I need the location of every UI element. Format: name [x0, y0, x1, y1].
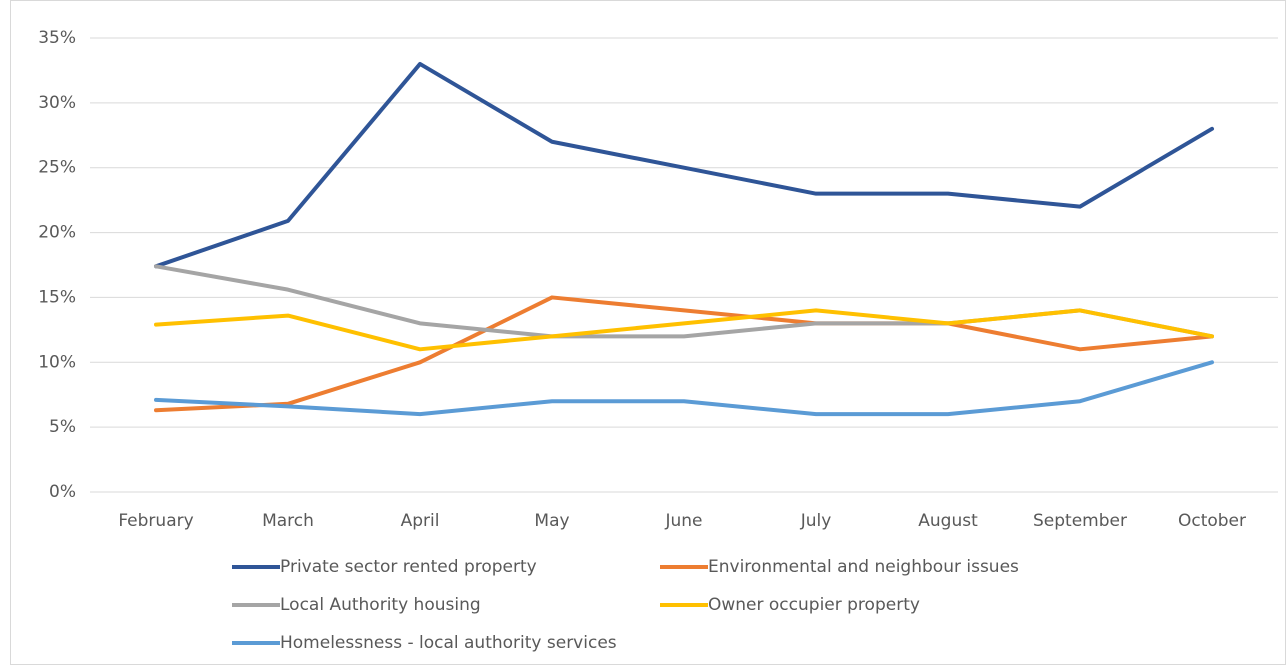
series-line [154, 308, 1214, 352]
x-tick-label: May [534, 511, 569, 531]
x-tick-label: July [800, 511, 832, 531]
legend-label: Local Authority housing [280, 595, 481, 615]
y-tick-label: 35% [38, 28, 76, 48]
y-tick-label: 15% [38, 287, 76, 307]
y-tick-label: 30% [38, 93, 76, 113]
x-tick-label: February [118, 511, 193, 531]
x-tick-label: June [664, 511, 702, 531]
x-tick-label: April [401, 511, 440, 531]
y-tick-label: 25% [38, 158, 76, 178]
series-line [154, 360, 1214, 417]
legend-label: Environmental and neighbour issues [708, 557, 1019, 577]
y-tick-label: 10% [38, 352, 76, 372]
series-line [154, 295, 1214, 413]
y-tick-label: 20% [38, 223, 76, 243]
y-tick-label: 0% [49, 482, 76, 502]
legend-label: Homelessness - local authority services [280, 633, 617, 653]
x-tick-label: September [1033, 511, 1127, 531]
x-tick-label: October [1178, 511, 1246, 531]
x-tick-label: August [918, 511, 978, 531]
legend-label: Owner occupier property [708, 595, 920, 615]
y-tick-label: 5% [49, 417, 76, 437]
chart-border [10, 0, 1286, 665]
legend-label: Private sector rented property [280, 557, 537, 577]
x-tick-label: March [262, 511, 314, 531]
series-line [154, 61, 1214, 269]
